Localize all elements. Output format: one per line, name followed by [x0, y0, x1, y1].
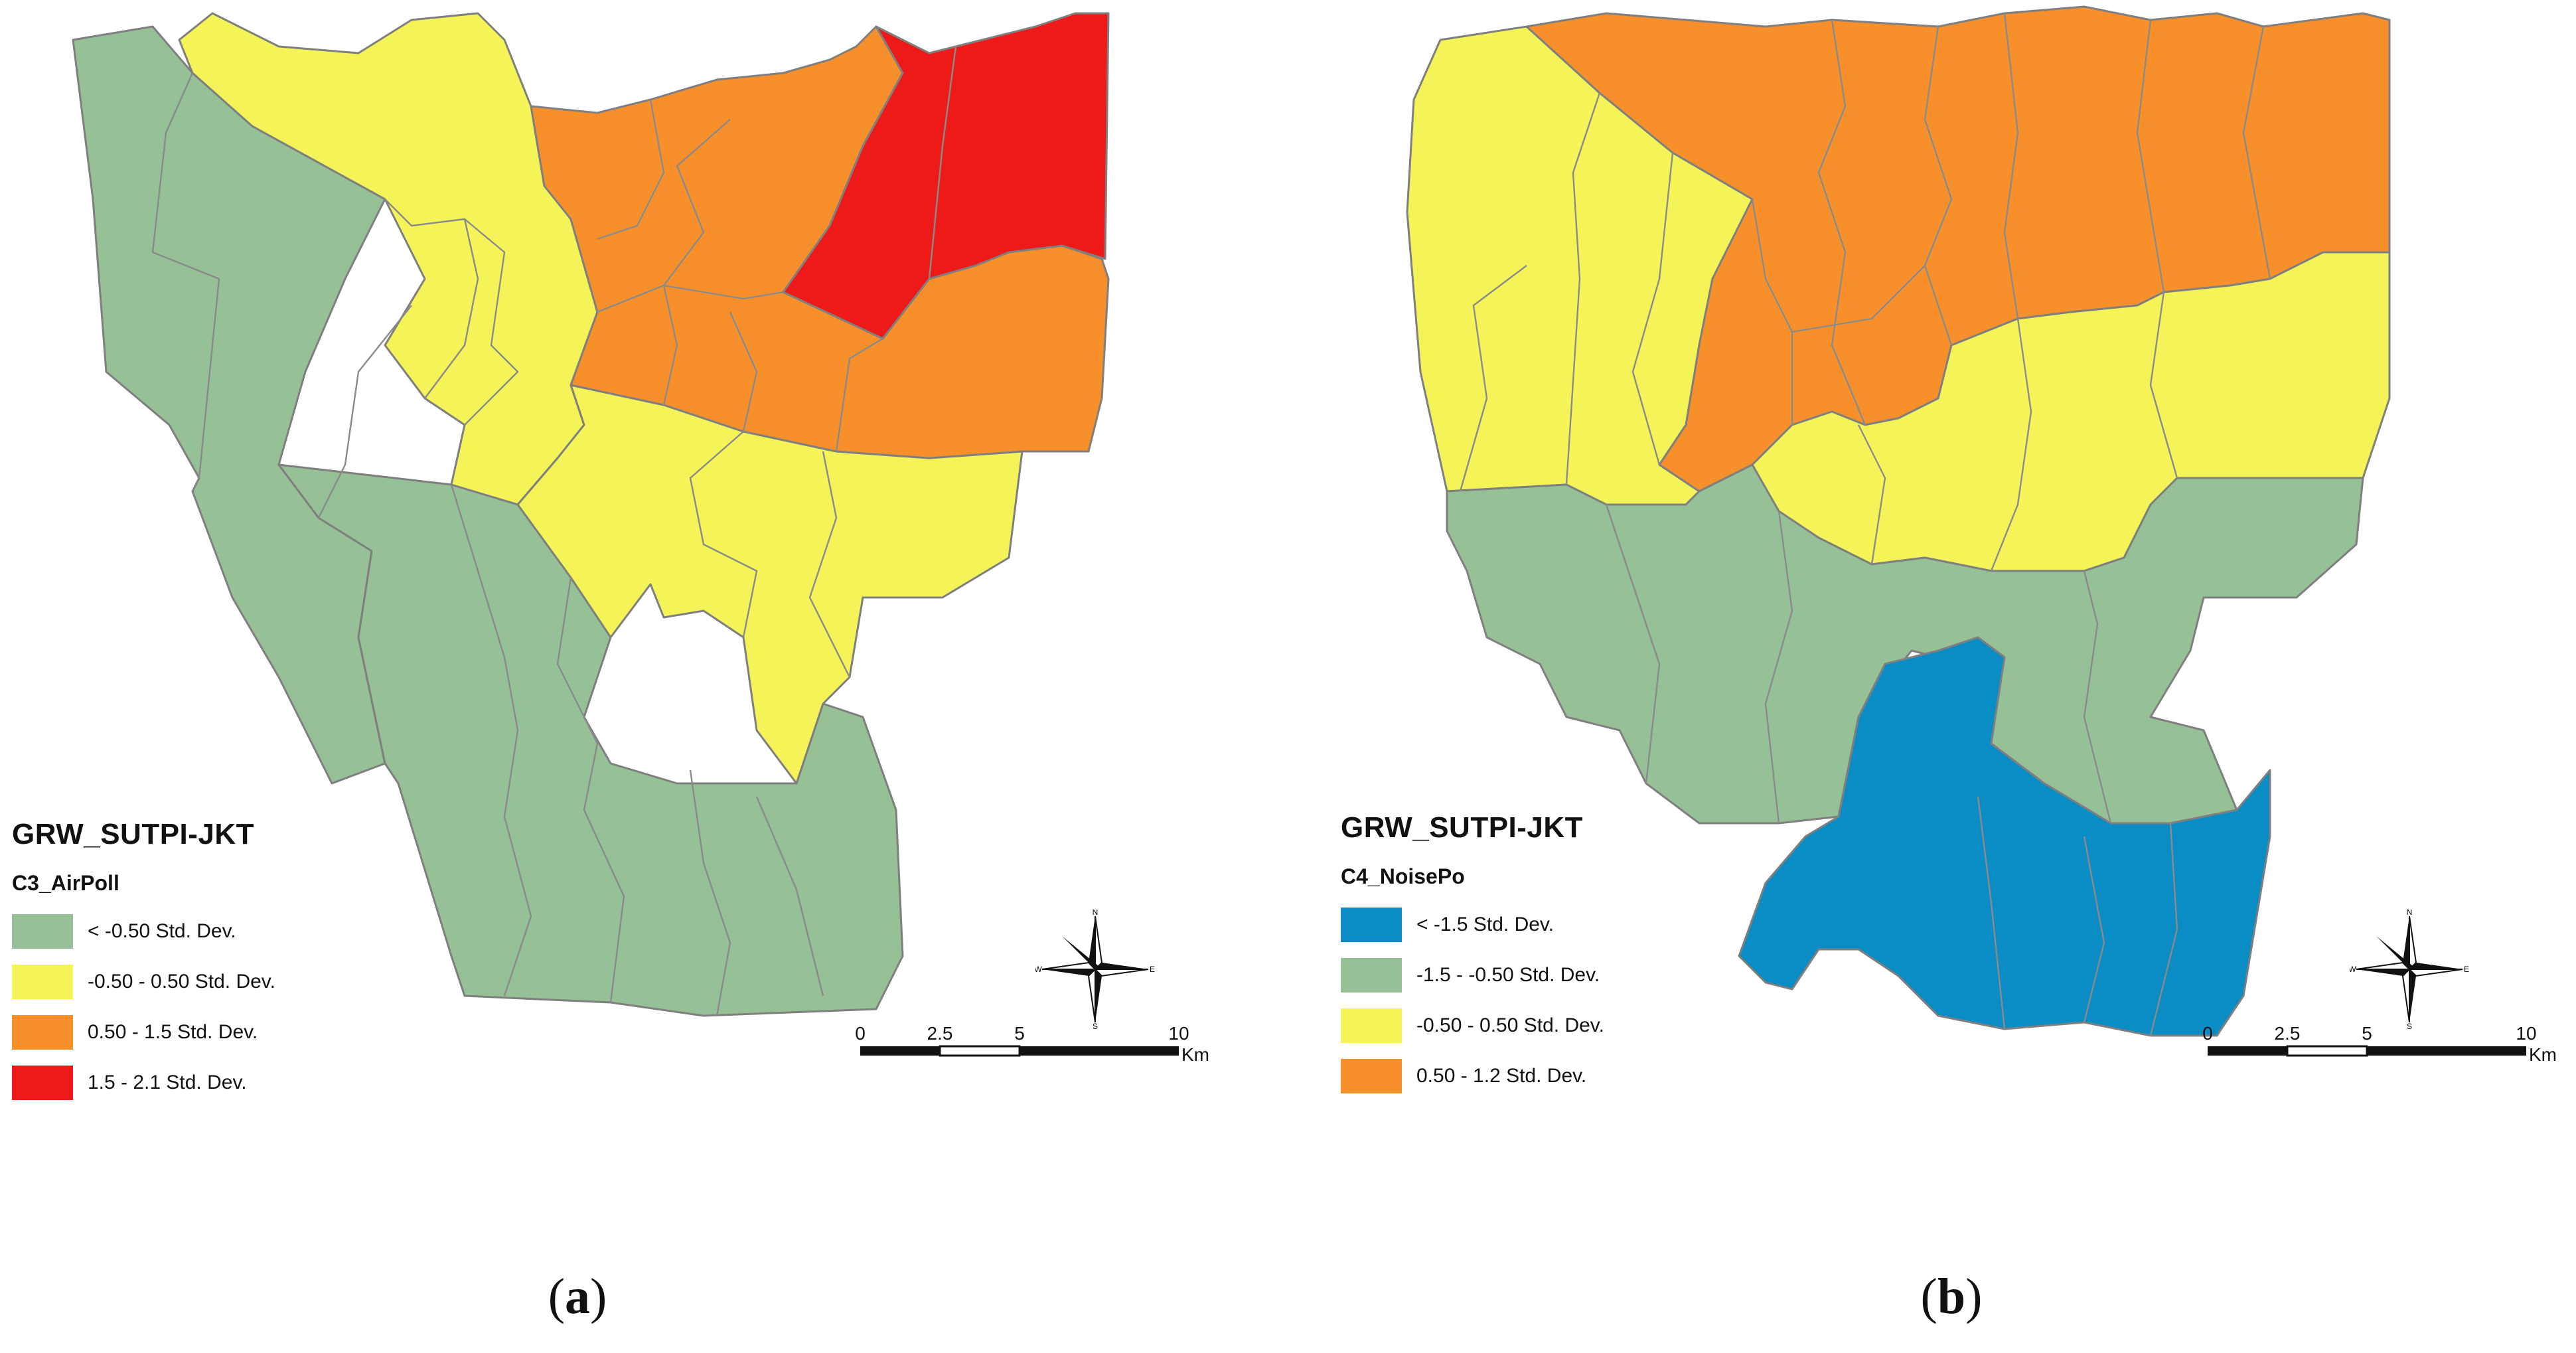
region-group-green-west [72, 25, 904, 1017]
compass-s-label: S [2407, 1022, 2412, 1029]
scale-tick-label: 2.5 [2275, 1023, 2301, 1044]
scale-tick-label: 2.5 [927, 1023, 953, 1044]
compass-w-label: W [2350, 965, 2356, 974]
compass-s-label: S [1093, 1022, 1098, 1029]
caption-paren: ( [548, 1269, 565, 1324]
compass-w-label: W [1035, 965, 1042, 974]
legend-item: < -1.5 Std. Dev. [1341, 900, 1604, 950]
legend-swatch [1341, 958, 1402, 993]
legend-swatch [1341, 908, 1402, 942]
legend-item: < -0.50 Std. Dev. [12, 906, 275, 957]
legend-label: -0.50 - 0.50 Std. Dev. [88, 971, 275, 993]
legend-label: 1.5 - 2.1 Std. Dev. [88, 1072, 247, 1093]
north-arrow-compass-icon: N S E W [1035, 910, 1155, 1029]
legend-swatch [12, 1015, 73, 1050]
legend-swatch [12, 1066, 73, 1100]
scale-tick-label: 0 [855, 1023, 866, 1044]
scale-tick-label: 0 [2202, 1023, 2213, 1044]
north-arrow-compass-icon: N S E W [2350, 910, 2469, 1029]
legend-field-name: C4_NoisePo [1341, 864, 1465, 888]
legend-swatch [12, 914, 73, 949]
region-middle-green [1446, 463, 2364, 825]
compass-e-label: E [1150, 965, 1155, 974]
legend-title: GRW_SUTPI-JKT [12, 818, 255, 850]
compass-n-label: N [1093, 910, 1099, 917]
map-legend-b: GRW_SUTPI-JKT C4_NoisePo < -1.5 Std. Dev… [1341, 811, 1604, 1101]
legend-label: -1.5 - -0.50 Std. Dev. [1416, 964, 1600, 986]
map-panel-a: GRW_SUTPI-JKT C3_AirPoll < -0.50 Std. De… [12, 12, 1209, 1326]
region-northeast-red [782, 12, 1110, 340]
legend-swatch [1341, 1059, 1402, 1093]
scale-bar: 0 2.5 5 10 Km [855, 1023, 1209, 1065]
legend-item: 0.50 - 1.2 Std. Dev. [1341, 1051, 1604, 1101]
legend-item: -1.5 - -0.50 Std. Dev. [1341, 950, 1604, 1000]
compass-n-label: N [2407, 910, 2413, 917]
panel-caption-b: (b) [1852, 1268, 2051, 1326]
caption-paren: ) [590, 1269, 607, 1324]
caption-paren: ( [1920, 1269, 1937, 1324]
scale-segment [2367, 1046, 2526, 1056]
legend-item: 1.5 - 2.1 Std. Dev. [12, 1058, 275, 1108]
district-boundaries-a [151, 46, 957, 1016]
legend-label: -0.50 - 0.50 Std. Dev. [1416, 1014, 1604, 1036]
map-legend-a: GRW_SUTPI-JKT C3_AirPoll < -0.50 Std. De… [12, 818, 275, 1108]
scale-tick-label: 10 [1168, 1023, 1189, 1044]
choropleth-map-a [72, 12, 1110, 1017]
scale-tick-label: 10 [2516, 1023, 2536, 1044]
scale-segment [860, 1046, 940, 1056]
legend-title: GRW_SUTPI-JKT [1341, 811, 1584, 844]
legend-item: 0.50 - 1.5 Std. Dev. [12, 1007, 275, 1058]
caption-letter: b [1937, 1269, 1966, 1324]
region-south-blue [1738, 636, 2271, 1037]
scale-tick-label: 5 [1014, 1023, 1025, 1044]
legend-swatch [12, 965, 73, 999]
legend-label: < -0.50 Std. Dev. [88, 920, 236, 942]
caption-paren: ) [1965, 1269, 1983, 1324]
caption-letter: a [565, 1269, 590, 1324]
legend-label: 0.50 - 1.2 Std. Dev. [1416, 1065, 1587, 1087]
scale-tick-label: 5 [2362, 1023, 2372, 1044]
panel-caption-a: (a) [478, 1268, 677, 1326]
district-boundaries-b [1459, 13, 2271, 1036]
scale-bar: 0 2.5 5 10 Km [2202, 1023, 2557, 1065]
legend-item: -0.50 - 0.50 Std. Dev. [12, 957, 275, 1007]
scale-unit-label: Km [2529, 1044, 2557, 1065]
scale-unit-label: Km [1181, 1044, 1209, 1065]
scale-segment [1020, 1046, 1179, 1056]
legend-label: 0.50 - 1.5 Std. Dev. [88, 1021, 258, 1043]
scale-segment [2286, 1045, 2368, 1057]
legend-label: < -1.5 Std. Dev. [1416, 914, 1554, 935]
choropleth-map-b [1406, 5, 2391, 1037]
map-panel-b: GRW_SUTPI-JKT C4_NoisePo < -1.5 Std. Dev… [1288, 0, 2575, 1353]
legend-field-name: C3_AirPoll [12, 871, 119, 895]
legend-swatch [1341, 1008, 1402, 1043]
legend-item: -0.50 - 0.50 Std. Dev. [1341, 1000, 1604, 1051]
compass-e-label: E [2464, 965, 2469, 974]
scale-segment [2208, 1046, 2287, 1056]
scale-segment [939, 1045, 1021, 1057]
